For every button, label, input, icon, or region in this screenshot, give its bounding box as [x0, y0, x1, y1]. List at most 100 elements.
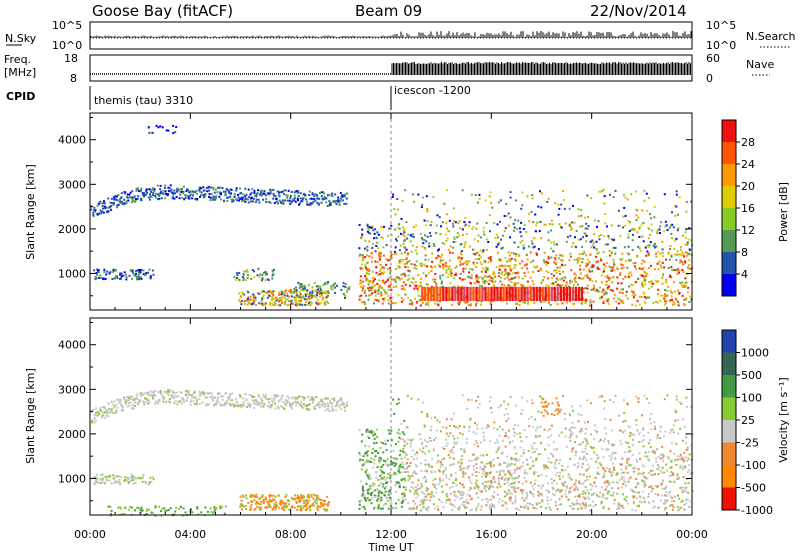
- echo-cell: [191, 396, 194, 399]
- echo-cell: [453, 482, 456, 485]
- echo-cell: [367, 298, 370, 301]
- echo-cell: [361, 280, 364, 283]
- echo-band-cell: [580, 286, 583, 302]
- echo-cell: [441, 241, 444, 244]
- echo-cell: [452, 412, 455, 415]
- power-ylabel: Slant Range [km]: [24, 164, 37, 260]
- echo-cell: [547, 482, 550, 485]
- echo-cell: [215, 507, 218, 510]
- echo-cell: [475, 399, 478, 402]
- echo-cell: [120, 507, 123, 510]
- echo-cell: [475, 304, 477, 307]
- echo-cell: [604, 290, 607, 293]
- echo-cell: [434, 302, 437, 305]
- echo-cell: [306, 289, 309, 292]
- echo-cell: [168, 187, 171, 189]
- echo-cell: [586, 468, 589, 471]
- echo-cell: [472, 261, 475, 264]
- echo-cell: [433, 486, 436, 488]
- echo-cell: [643, 199, 646, 202]
- echo-cell: [517, 487, 520, 489]
- echo-cell: [503, 482, 506, 485]
- echo-cell: [136, 397, 139, 400]
- echo-cell: [623, 451, 626, 454]
- echo-cell: [291, 506, 294, 509]
- echo-cell: [530, 211, 533, 213]
- echo-cell: [470, 292, 473, 295]
- echo-cell: [503, 270, 506, 273]
- echo-cell: [640, 296, 643, 298]
- echo-cell: [482, 267, 484, 270]
- echo-cell: [535, 429, 538, 432]
- echo-cell: [206, 510, 209, 513]
- echo-cell: [181, 196, 184, 199]
- echo-cell: [597, 456, 600, 459]
- echo-cell: [590, 433, 592, 436]
- echo-cell: [380, 457, 382, 460]
- echo-cell: [413, 263, 416, 266]
- echo-cell: [648, 439, 651, 441]
- echo-cell: [506, 276, 509, 279]
- echo-cell: [669, 495, 672, 498]
- echo-cell: [643, 394, 646, 397]
- echo-cell: [630, 283, 633, 286]
- echo-cell: [510, 268, 513, 271]
- echo-cell: [644, 272, 647, 275]
- echo-cell: [161, 507, 164, 510]
- echo-cell: [397, 208, 399, 211]
- echo-cell: [538, 501, 541, 504]
- echo-cell: [101, 479, 104, 482]
- echo-cell: [617, 297, 620, 300]
- echo-cell: [171, 197, 174, 200]
- echo-cell: [453, 437, 456, 440]
- echo-cell: [589, 301, 592, 304]
- echo-cell: [513, 446, 516, 449]
- echo-cell: [309, 509, 312, 512]
- echo-cell: [626, 471, 629, 474]
- echo-cell: [683, 298, 686, 301]
- echo-cell: [607, 482, 610, 484]
- echo-cell: [259, 402, 262, 405]
- echo-cell: [110, 197, 113, 200]
- echo-cell: [324, 405, 326, 408]
- echo-cell: [436, 505, 439, 508]
- echo-cell: [387, 429, 390, 432]
- echo-cell: [322, 403, 325, 405]
- echo-cell: [359, 282, 362, 285]
- echo-cell: [494, 280, 497, 283]
- echo-cell: [498, 473, 501, 476]
- echo-cell: [141, 400, 144, 403]
- echo-cell: [265, 273, 268, 276]
- echo-cell: [127, 199, 130, 202]
- echo-cell: [606, 479, 609, 482]
- cpid-mode-2: icescon -1200: [394, 84, 471, 97]
- echo-cell: [494, 442, 497, 445]
- echo-cell: [547, 255, 550, 258]
- echo-cell: [685, 244, 688, 246]
- echo-cell: [628, 221, 631, 224]
- echo-cell: [659, 457, 662, 460]
- echo-cell: [116, 195, 118, 198]
- echo-cell: [298, 296, 300, 299]
- echo-cell: [634, 509, 637, 512]
- echo-cell: [605, 497, 608, 500]
- echo-cell: [374, 284, 377, 287]
- echo-cell: [548, 301, 550, 304]
- echo-cell: [150, 390, 153, 393]
- echo-cell: [138, 269, 141, 272]
- echo-cell: [162, 398, 165, 400]
- echo-cell: [477, 406, 479, 409]
- echo-cell: [240, 500, 243, 502]
- echo-cell: [248, 302, 251, 305]
- echo-cell: [598, 440, 601, 443]
- echo-cell: [381, 302, 384, 305]
- echo-cell: [280, 191, 283, 194]
- echo-cell: [469, 282, 472, 284]
- echo-cell: [213, 191, 216, 194]
- echo-cell: [484, 480, 487, 483]
- echo-cell: [459, 272, 462, 275]
- echo-cell: [190, 508, 193, 511]
- echo-cell: [427, 259, 430, 261]
- echo-cell: [429, 232, 431, 234]
- echo-cell: [304, 300, 307, 303]
